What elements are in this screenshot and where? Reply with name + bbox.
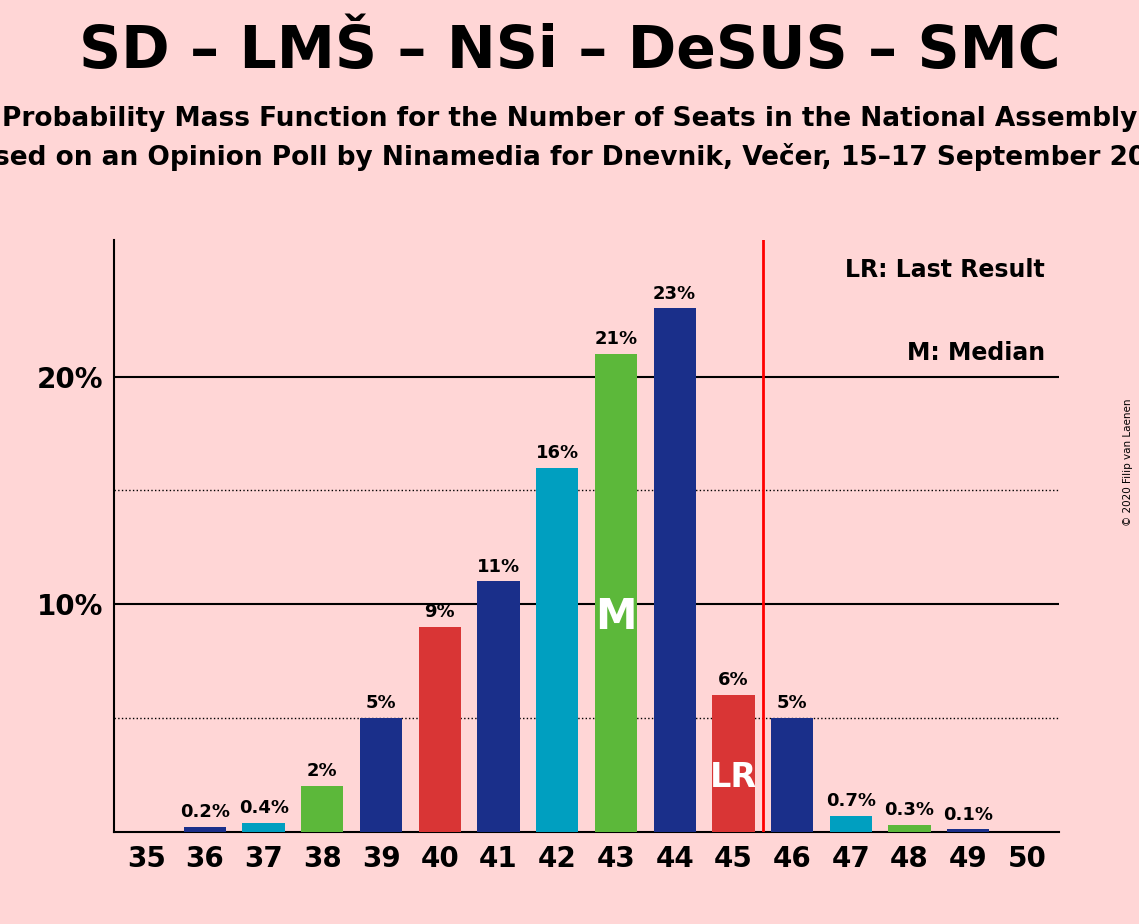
Bar <box>654 309 696 832</box>
Text: LR: Last Result: LR: Last Result <box>845 258 1046 282</box>
Bar <box>536 468 579 832</box>
Text: 23%: 23% <box>653 285 696 303</box>
Bar <box>829 816 872 832</box>
Text: 5%: 5% <box>777 694 808 712</box>
Bar <box>712 695 754 832</box>
Text: 2%: 2% <box>308 762 337 781</box>
Text: M: Median: M: Median <box>907 341 1046 365</box>
Text: SD – LMŠ – NSi – DeSUS – SMC: SD – LMŠ – NSi – DeSUS – SMC <box>79 23 1060 80</box>
Text: LR: LR <box>710 760 757 794</box>
Bar <box>595 354 637 832</box>
Text: 21%: 21% <box>595 330 638 348</box>
Bar <box>183 827 226 832</box>
Text: 0.4%: 0.4% <box>239 799 288 817</box>
Bar <box>243 822 285 832</box>
Bar <box>301 786 344 832</box>
Text: 0.3%: 0.3% <box>885 801 934 819</box>
Text: © 2020 Filip van Laenen: © 2020 Filip van Laenen <box>1123 398 1133 526</box>
Text: Based on an Opinion Poll by Ninamedia for Dnevnik, Večer, 15–17 September 2020: Based on an Opinion Poll by Ninamedia fo… <box>0 143 1139 171</box>
Text: 0.7%: 0.7% <box>826 792 876 810</box>
Text: 0.1%: 0.1% <box>943 806 993 823</box>
Bar <box>771 718 813 832</box>
Bar <box>419 626 461 832</box>
Text: 16%: 16% <box>535 444 579 462</box>
Bar <box>477 581 519 832</box>
Text: 9%: 9% <box>425 603 456 621</box>
Bar <box>888 825 931 832</box>
Bar <box>360 718 402 832</box>
Text: M: M <box>596 596 637 638</box>
Text: 11%: 11% <box>477 558 521 576</box>
Bar <box>948 830 990 832</box>
Text: 0.2%: 0.2% <box>180 803 230 821</box>
Text: 5%: 5% <box>366 694 396 712</box>
Text: Probability Mass Function for the Number of Seats in the National Assembly: Probability Mass Function for the Number… <box>2 106 1137 132</box>
Text: 6%: 6% <box>718 672 748 689</box>
